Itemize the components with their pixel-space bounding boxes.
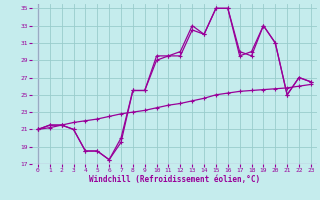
X-axis label: Windchill (Refroidissement éolien,°C): Windchill (Refroidissement éolien,°C) — [89, 175, 260, 184]
